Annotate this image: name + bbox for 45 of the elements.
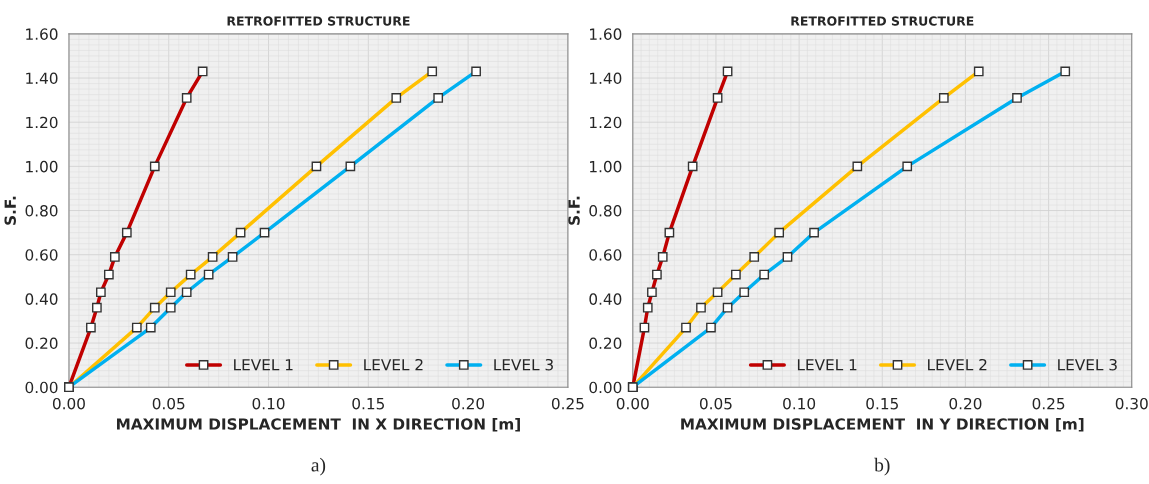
x-axis-title: MAXIMUM DISPLACEMENT IN X DIRECTION [m] — [117, 417, 520, 432]
x-tick-label: 0.25 — [551, 397, 584, 410]
y-tick-label: 0.80 — [589, 205, 622, 217]
x-tick-label: 0.05 — [699, 397, 732, 410]
y-axis-title: S.F. — [568, 196, 580, 225]
x-tick-label: 0.05 — [152, 397, 185, 410]
y-tick-label: 1.40 — [590, 72, 622, 85]
x-tick-label: 0.20 — [949, 397, 982, 410]
legend-label: LEVEL 3 — [1058, 358, 1117, 371]
y-tick-label: 0.60 — [25, 249, 58, 261]
y-tick-label: 1.00 — [590, 160, 622, 173]
x-tick-label: 0.30 — [1115, 397, 1148, 410]
x-tick-label: 0.10 — [252, 397, 285, 410]
y-tick-label: 0.00 — [25, 381, 58, 394]
x-tick-label: 0.00 — [52, 397, 85, 410]
y-tick-label: 0.40 — [25, 293, 58, 305]
chart-title: RETROFITTED STRUCTURE — [227, 16, 410, 26]
y-tick-label: 1.00 — [26, 160, 58, 173]
legend-label: LEVEL 3 — [494, 358, 553, 371]
y-tick-label: 0.20 — [589, 337, 622, 350]
y-tick-label: 0.40 — [589, 293, 622, 305]
y-tick-label: 1.40 — [26, 72, 58, 85]
legend-label: LEVEL 2 — [364, 358, 423, 371]
text: b) — [874, 457, 890, 476]
y-tick-label: 0.00 — [589, 381, 622, 394]
x-axis-title: MAXIMUM DISPLACEMENT IN Y DIRECTION [m] — [681, 417, 1084, 432]
y-tick-label: 1.20 — [590, 116, 622, 129]
x-tick-label: 0.10 — [783, 397, 816, 410]
x-tick-label: 0.00 — [616, 397, 649, 410]
legend-label: LEVEL 1 — [234, 359, 293, 371]
legend-label: LEVEL 1 — [797, 359, 857, 371]
chart-title: RETROFITTED STRUCTURE — [791, 16, 974, 26]
y-tick-label: 0.20 — [25, 337, 58, 350]
y-tick-label: 0.60 — [589, 249, 622, 261]
y-tick-label: 0.80 — [25, 205, 58, 217]
y-tick-label: 1.20 — [26, 116, 58, 129]
x-tick-label: 0.15 — [866, 397, 898, 410]
legend-label: LEVEL 2 — [928, 358, 987, 371]
x-tick-label: 0.20 — [452, 397, 485, 410]
y-tick-label: 1.60 — [26, 28, 58, 40]
y-axis-title: S.F. — [4, 196, 16, 225]
text: a) — [311, 457, 326, 476]
x-tick-label: 0.15 — [352, 397, 384, 410]
y-tick-label: 1.60 — [590, 28, 622, 40]
x-tick-label: 0.25 — [1032, 397, 1065, 410]
